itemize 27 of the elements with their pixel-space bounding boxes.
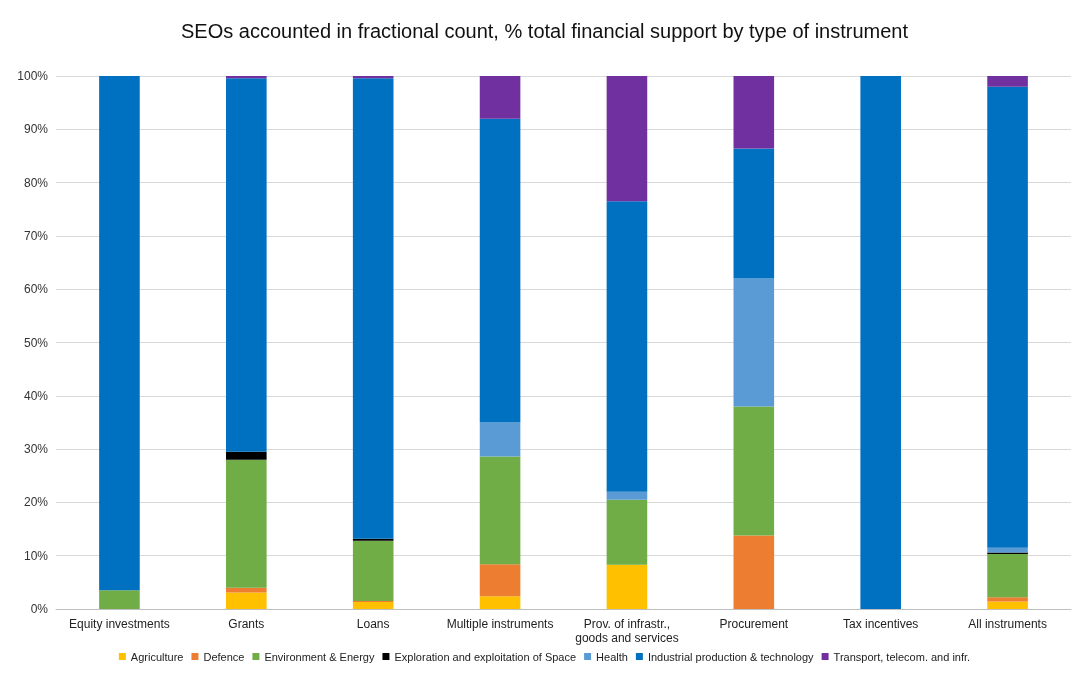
y-tick-label: 0%	[30, 602, 49, 616]
legend-label: Transport, telecom. and infr.	[833, 650, 971, 663]
x-tick-label: Loans	[356, 617, 390, 631]
legend-label: Agriculture	[130, 650, 184, 663]
y-tick-label: 30%	[23, 442, 49, 457]
x-tick-label: Multiple instruments	[446, 617, 554, 631]
y-tick-label: 20%	[23, 495, 49, 510]
y-tick-label: 60%	[23, 282, 49, 297]
y-tick-label: 80%	[23, 175, 49, 190]
y-tick-label: 90%	[23, 122, 49, 137]
x-tick-label: Prov. of infrastr., goods and services	[575, 617, 679, 645]
x-tick-label: All instruments	[968, 617, 1047, 631]
y-tick-label: 50%	[23, 335, 49, 350]
y-tick-label: 100%	[17, 69, 49, 83]
chart-title: SEOs accounted in fractional count, % total financial support by type of instrument	[180, 20, 909, 42]
legend-label: Environment & Energy	[264, 650, 375, 663]
y-tick-label: 10%	[23, 548, 49, 563]
legend-label: Exploration and exploitation of Space	[394, 650, 577, 663]
legend-label: Defence	[203, 650, 245, 663]
y-tick-label: 40%	[23, 388, 49, 403]
x-tick-label: Grants	[228, 617, 265, 631]
legend-label: Health	[596, 650, 628, 663]
legend-label: Industrial production & technology	[647, 650, 815, 663]
x-tick-label: Equity investments	[69, 617, 170, 631]
x-tick-label: Tax incentives	[843, 617, 919, 631]
y-tick-label: 70%	[23, 228, 49, 243]
x-tick-label: Procurement	[719, 617, 789, 631]
